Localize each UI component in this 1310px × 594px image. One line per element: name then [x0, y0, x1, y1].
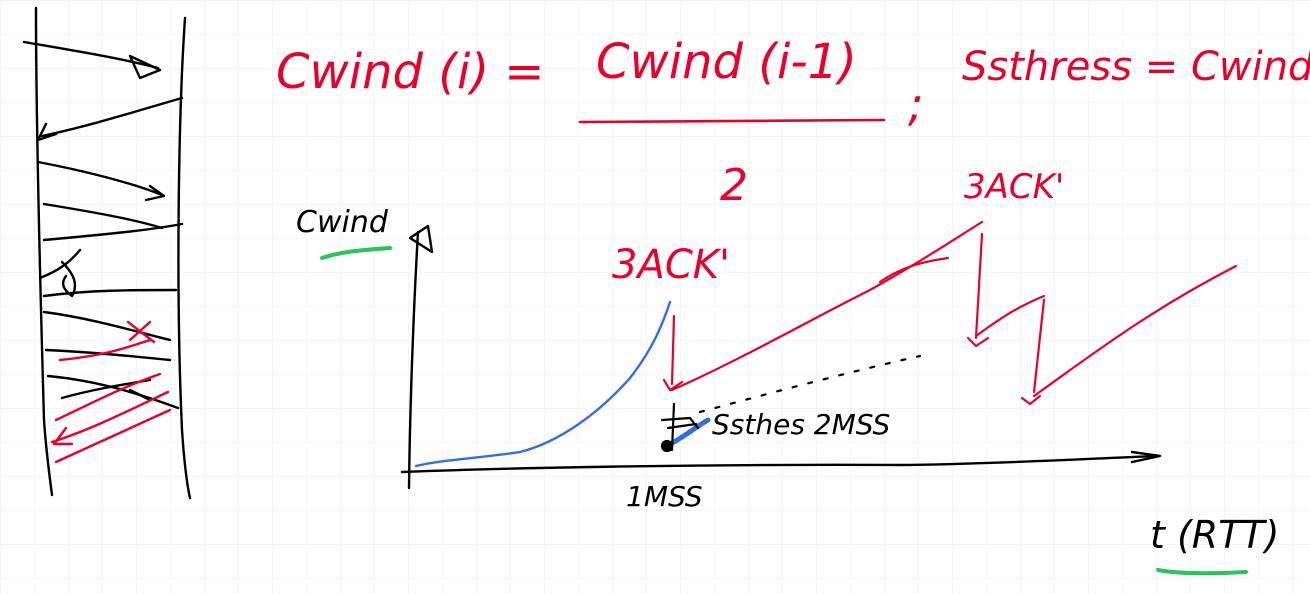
y-axis-label: Cwind	[296, 205, 389, 240]
ssthresh-definition: Ssthress = Cwind(i)	[962, 44, 1310, 90]
x-axis-label: t (RTT)	[1150, 513, 1279, 557]
formula-denominator: 2	[720, 160, 748, 211]
start-label: 1MSS	[626, 480, 703, 513]
event-label-1: 3ACK'	[612, 242, 730, 288]
formula-lhs: Cwind (i) =	[276, 44, 545, 100]
formula-numerator: Cwind (i-1)	[596, 34, 857, 90]
ssthresh-label: Ssthes 2MSS	[712, 408, 890, 441]
formula-separator: ;	[908, 77, 924, 131]
event-label-2: 3ACK'	[964, 167, 1064, 207]
